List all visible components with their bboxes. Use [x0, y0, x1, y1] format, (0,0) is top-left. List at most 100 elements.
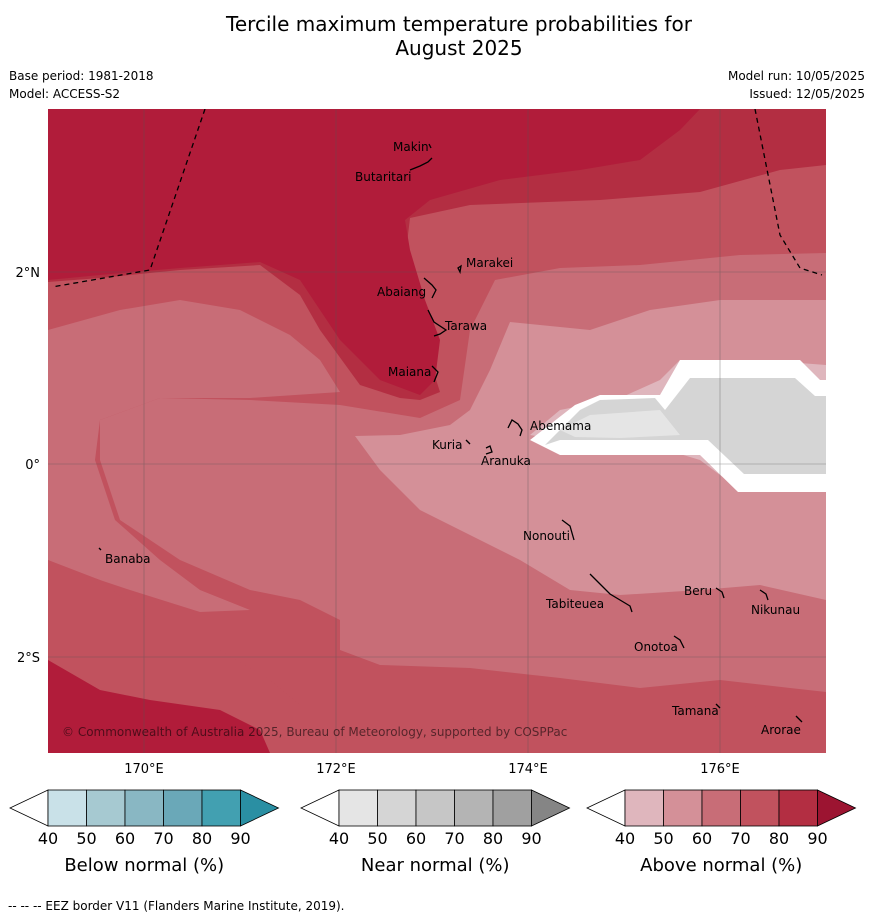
legend-0-label: Below normal (%) — [64, 855, 224, 876]
probability-map: Makin Butaritari Marakei Abaiang Tarawa … — [48, 109, 826, 753]
legend-1-tick-3: 70 — [444, 829, 464, 848]
copyright-text: © Commonwealth of Australia 2025, Bureau… — [62, 725, 567, 739]
legend-2-swatch-2 — [701, 789, 741, 827]
eez-footnote: -- -- -- EEZ border V11 (Flanders Marine… — [8, 899, 345, 913]
label-arorae: Arorae — [761, 723, 801, 737]
title-line-2: August 2025 — [395, 36, 523, 60]
island-shape-makin — [428, 143, 432, 149]
island-shape-banaba — [98, 547, 102, 551]
legend-1-label: Near normal (%) — [361, 855, 510, 876]
island-shape-abemama — [507, 419, 523, 437]
legend-2-tick-1: 50 — [653, 829, 673, 848]
legend-1-swatch-0 — [338, 789, 378, 827]
legend-1-swatch-1 — [377, 789, 417, 827]
legend-1-swatch-4 — [492, 789, 532, 827]
chart-title: Tercile maximum temperature probabilitie… — [0, 12, 873, 60]
meta-right: Model run: 10/05/2025 Issued: 12/05/2025 — [728, 67, 865, 103]
legend-0-tick-4: 80 — [192, 829, 212, 848]
legend-0-swatch-2 — [124, 789, 164, 827]
lat-label-2s: 2°S — [17, 651, 40, 666]
legend-1-tick-5: 90 — [521, 829, 541, 848]
label-kuria: Kuria — [432, 438, 463, 452]
label-nikunau: Nikunau — [751, 603, 800, 617]
lon-label-172e: 172°E — [316, 762, 356, 777]
island-shape-tamana — [715, 703, 721, 709]
legend-1-swatch-3 — [454, 789, 494, 827]
label-tabiteuea: Tabiteuea — [545, 597, 604, 611]
legend-0-low-arrow — [9, 789, 49, 827]
legend-2-tick-3: 70 — [730, 829, 750, 848]
island-labels: Makin Butaritari Marakei Abaiang Tarawa … — [105, 140, 801, 737]
label-maiana: Maiana — [388, 365, 431, 379]
lat-label-0: 0° — [25, 458, 40, 473]
island-shape-beru — [715, 587, 725, 599]
legend-2-label: Above normal (%) — [640, 855, 802, 876]
island-shape-onotoa — [673, 635, 685, 649]
axis-labels: 2°N 0° 2°S 170°E 172°E 174°E 176°E — [16, 266, 740, 777]
label-tarawa: Tarawa — [444, 319, 487, 333]
legend-0-tick-0: 40 — [38, 829, 58, 848]
legend-0-tick-5: 90 — [230, 829, 250, 848]
island-shape-nikunau — [759, 589, 769, 601]
label-butaritari: Butaritari — [355, 170, 412, 184]
legend-2: 40 50 60 70 80 90 Above normal (%) — [586, 789, 857, 876]
meta-left: Base period: 1981-2018 Model: ACCESS-S2 — [9, 67, 154, 103]
legend-2-tick-4: 80 — [769, 829, 789, 848]
band-90-core — [48, 109, 700, 395]
near-normal-patch-light — [560, 410, 680, 438]
island-shape-tabiteuea — [589, 573, 633, 613]
legend-1-tick-1: 50 — [367, 829, 387, 848]
title-line-1: Tercile maximum temperature probabilitie… — [226, 12, 692, 36]
legend-2-swatch-1 — [663, 789, 703, 827]
island-shape-marakei — [457, 264, 462, 275]
lon-label-170e: 170°E — [124, 762, 164, 777]
issued-date: Issued: 12/05/2025 — [749, 87, 865, 101]
label-tamana: Tamana — [671, 704, 719, 718]
legend-2-tick-0: 40 — [615, 829, 635, 848]
legend-1-high-arrow — [531, 789, 571, 827]
legend-1-tick-0: 40 — [329, 829, 349, 848]
legend-0-tick-3: 70 — [153, 829, 173, 848]
legend-1-tick-2: 60 — [406, 829, 426, 848]
legend-group: 40 50 60 70 80 90 Below normal (%) 40 50 60 70 80 90… — [9, 789, 857, 876]
legend-2-swatch-4 — [778, 789, 818, 827]
model-run: Model run: 10/05/2025 — [727, 69, 865, 83]
legend-0: 40 50 60 70 80 90 Below normal (%) — [9, 789, 280, 876]
island-shape-tarawa — [427, 309, 448, 337]
legend-0-swatch-3 — [163, 789, 203, 827]
base-period: Base period: 1981-2018 — [9, 69, 154, 83]
island-shape-nonouti — [561, 519, 575, 541]
near-normal-patch — [545, 378, 826, 474]
legend-2-swatch-0 — [624, 789, 664, 827]
label-onotoa: Onotoa — [634, 640, 678, 654]
legend-1-swatch-2 — [415, 789, 455, 827]
legend-0-high-arrow — [240, 789, 280, 827]
legend-0-tick-1: 50 — [76, 829, 96, 848]
band-60-70-west — [48, 300, 340, 612]
island-outlines — [98, 143, 803, 723]
band-90-southwest — [48, 660, 270, 753]
island-shape-kuria — [465, 439, 471, 445]
legend-1-low-arrow — [300, 789, 340, 827]
legend-2-tick-2: 60 — [692, 829, 712, 848]
island-shape-maiana — [431, 365, 439, 383]
label-beru: Beru — [684, 584, 712, 598]
label-banaba: Banaba — [105, 552, 151, 566]
label-aranuka: Aranuka — [481, 454, 531, 468]
legend-2-tick-5: 90 — [807, 829, 827, 848]
model-name: Model: ACCESS-S2 — [9, 87, 121, 101]
lon-label-176e: 176°E — [700, 762, 740, 777]
legend-1-tick-4: 80 — [483, 829, 503, 848]
band-70-80-south — [48, 560, 826, 753]
legend-0-swatch-0 — [47, 789, 87, 827]
legend-2-swatch-3 — [740, 789, 780, 827]
legend-0-tick-2: 60 — [115, 829, 135, 848]
label-abemama: Abemama — [530, 419, 591, 433]
label-makin: Makin — [393, 140, 429, 154]
label-abaiang: Abaiang — [377, 285, 426, 299]
legend-1: 40 50 60 70 80 90 Near normal (%) — [300, 789, 571, 876]
eez-border — [51, 109, 823, 288]
lat-label-2n: 2°N — [16, 266, 41, 281]
label-marakei: Marakei — [466, 256, 513, 270]
